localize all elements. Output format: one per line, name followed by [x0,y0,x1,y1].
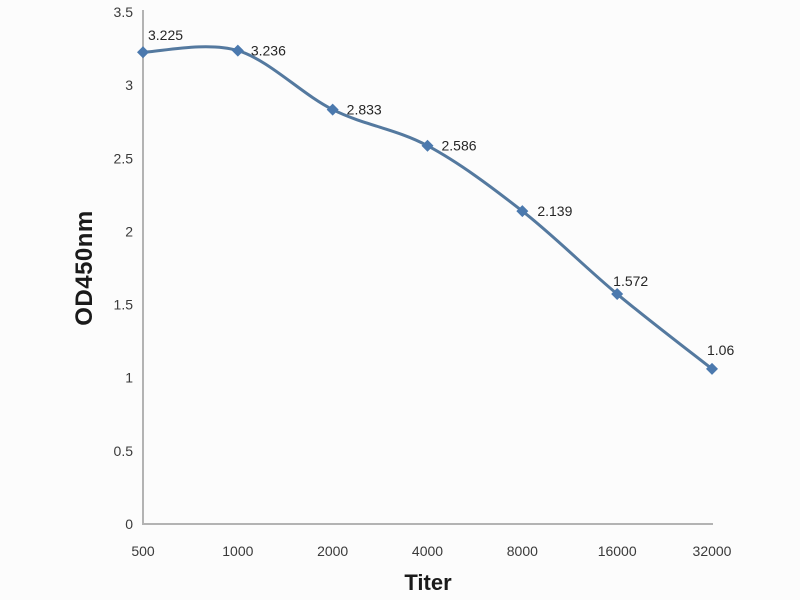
x-tick-label: 500 [131,543,155,559]
x-tick-label: 2000 [317,543,348,559]
data-point-label: 2.139 [537,203,572,219]
data-point-marker [231,44,244,57]
y-tick-label: 0 [125,516,133,532]
y-axis-title: OD450nm [71,210,98,326]
x-tick-label: 16000 [598,543,637,559]
y-tick-label: 3 [125,77,133,93]
y-tick-label: 3.5 [114,4,134,20]
x-tick-label: 8000 [507,543,538,559]
data-point-marker [421,139,434,152]
data-point-label: 3.236 [251,43,286,59]
y-tick-label: 1.5 [114,297,134,313]
data-point-label: 1.06 [707,342,734,358]
y-tick-label: 2.5 [114,150,134,166]
data-point-marker [137,46,149,59]
y-tick-label: 2 [125,223,133,239]
data-point-label: 3.225 [148,27,183,43]
data-point-marker [611,288,624,301]
data-point-marker [516,205,529,218]
y-tick-label: 1 [125,370,133,386]
data-point-marker [706,362,718,375]
x-axis-title: Titer [404,570,452,595]
data-point-label: 2.586 [442,138,477,154]
data-point-label: 1.572 [613,273,648,289]
y-tick-label: 0.5 [114,443,134,459]
data-point-marker [326,103,339,116]
data-point-label: 2.833 [347,102,382,118]
series-line [141,45,714,371]
x-tick-label: 4000 [412,543,443,559]
x-tick-label: 1000 [222,543,253,559]
x-tick-label: 32000 [693,543,732,559]
